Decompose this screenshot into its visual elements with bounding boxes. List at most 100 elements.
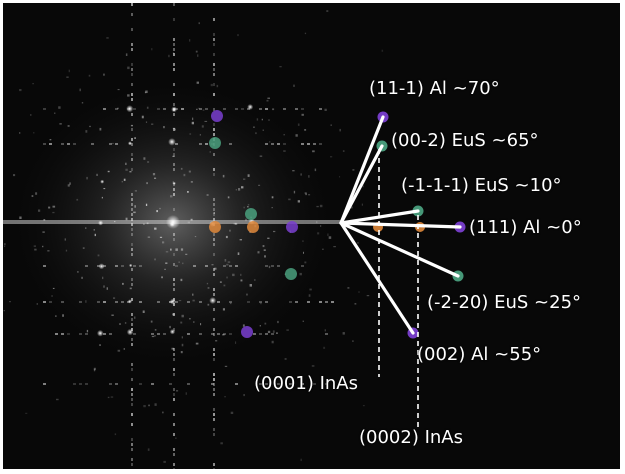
speckle bbox=[342, 150, 345, 152]
speckle bbox=[230, 302, 232, 305]
speckle bbox=[243, 178, 246, 180]
speckle bbox=[147, 236, 151, 238]
vertical-streak-dot bbox=[213, 213, 215, 216]
speckle bbox=[324, 108, 327, 111]
horizontal-streak-dot bbox=[235, 108, 238, 110]
speckle bbox=[216, 84, 219, 88]
speckle bbox=[271, 340, 274, 344]
speckle bbox=[67, 125, 70, 127]
speckle bbox=[362, 405, 365, 407]
vertical-streak-dot bbox=[131, 213, 133, 216]
speckle bbox=[240, 279, 243, 282]
speckle bbox=[3, 310, 5, 312]
speckle bbox=[267, 330, 271, 333]
speckle bbox=[308, 194, 311, 196]
speckle bbox=[147, 161, 150, 163]
vertical-streak-dot bbox=[131, 43, 133, 46]
vertical-streak-dot bbox=[213, 308, 215, 311]
speckle bbox=[262, 129, 264, 131]
speckle bbox=[276, 332, 278, 334]
speckle bbox=[127, 66, 130, 70]
speckle bbox=[352, 169, 355, 171]
speckle bbox=[279, 66, 282, 68]
speckle bbox=[257, 251, 260, 254]
speckle bbox=[258, 184, 261, 186]
horizontal-streak-dot bbox=[229, 143, 232, 145]
speckle bbox=[129, 171, 132, 173]
speckle bbox=[352, 340, 354, 342]
speckle bbox=[195, 50, 198, 53]
speckle bbox=[106, 37, 109, 39]
speckle bbox=[362, 185, 364, 188]
horizontal-streak-dot bbox=[277, 143, 280, 145]
speckle bbox=[314, 168, 317, 172]
vector-al-111 bbox=[339, 221, 462, 229]
speckle bbox=[293, 190, 296, 194]
speckle bbox=[151, 123, 154, 125]
vertical-streak-dot bbox=[131, 278, 133, 281]
speckle bbox=[110, 396, 114, 398]
vertical-streak-dot bbox=[213, 413, 215, 416]
horizontal-streak-dot bbox=[151, 383, 154, 385]
speckle bbox=[224, 365, 228, 367]
horizontal-streak-dot bbox=[211, 383, 214, 385]
horizontal-streak-dot bbox=[73, 383, 76, 385]
speckle bbox=[161, 276, 163, 279]
speckle bbox=[35, 192, 38, 195]
vertical-streak-dot bbox=[131, 318, 133, 321]
vertical-streak-dot bbox=[173, 53, 175, 56]
horizontal-streak-dot bbox=[247, 301, 250, 303]
vertical-streak-dot bbox=[213, 408, 215, 411]
speckle bbox=[210, 83, 213, 87]
speckle bbox=[185, 253, 188, 255]
vertical-streak-dot bbox=[173, 168, 175, 171]
vertical-streak-dot bbox=[173, 303, 175, 306]
horizontal-streak-dot bbox=[223, 108, 226, 110]
vertical-streak-dot bbox=[173, 278, 175, 281]
vertical-streak-dot bbox=[173, 463, 175, 466]
horizontal-streak-dot bbox=[157, 333, 160, 335]
speckle bbox=[124, 322, 127, 324]
horizontal-streak-dot bbox=[301, 143, 304, 145]
speckle bbox=[103, 285, 105, 288]
speckle bbox=[283, 150, 286, 152]
vertical-streak-dot bbox=[173, 113, 175, 116]
vertical-streak-dot bbox=[213, 73, 215, 76]
vertical-streak-dot bbox=[173, 468, 175, 469]
horizontal-streak-dot bbox=[325, 301, 328, 303]
horizontal-streak-dot bbox=[79, 333, 82, 335]
horizontal-streak-dot bbox=[85, 265, 88, 267]
horizontal-streak-dot bbox=[163, 333, 166, 335]
vertical-streak-dot bbox=[213, 238, 215, 241]
vertical-streak-dot bbox=[213, 38, 215, 41]
vertical-streak-dot bbox=[131, 3, 133, 6]
vertical-streak-dot bbox=[213, 288, 215, 291]
vertical-streak-dot bbox=[213, 388, 215, 391]
speckle bbox=[47, 250, 50, 252]
speckle bbox=[350, 206, 353, 209]
vertical-streak-dot bbox=[131, 168, 133, 171]
speckle bbox=[164, 268, 166, 270]
speckle bbox=[194, 236, 197, 238]
horizontal-streak-dot bbox=[259, 333, 262, 335]
speckle bbox=[330, 124, 332, 126]
speckle bbox=[174, 128, 176, 131]
vertical-streak-dot bbox=[213, 203, 215, 206]
horizontal-streak-dot bbox=[115, 143, 118, 145]
speckle bbox=[62, 314, 64, 317]
vertical-streak-dot bbox=[131, 443, 133, 446]
label-al-002: (002) Al ~55° bbox=[417, 344, 542, 365]
speckle bbox=[64, 238, 66, 241]
horizontal-streak-dot bbox=[319, 301, 322, 303]
speckle bbox=[9, 301, 11, 303]
speckle bbox=[154, 403, 157, 406]
horizontal-streak-dot bbox=[115, 108, 118, 110]
speckle bbox=[145, 203, 148, 206]
speckle bbox=[197, 107, 200, 109]
horizontal-streak-dot bbox=[115, 265, 118, 267]
vertical-streak-dot bbox=[131, 128, 133, 131]
vertical-streak-dot bbox=[213, 433, 215, 436]
horizontal-streak-dot bbox=[277, 265, 280, 267]
speckle bbox=[170, 248, 172, 251]
